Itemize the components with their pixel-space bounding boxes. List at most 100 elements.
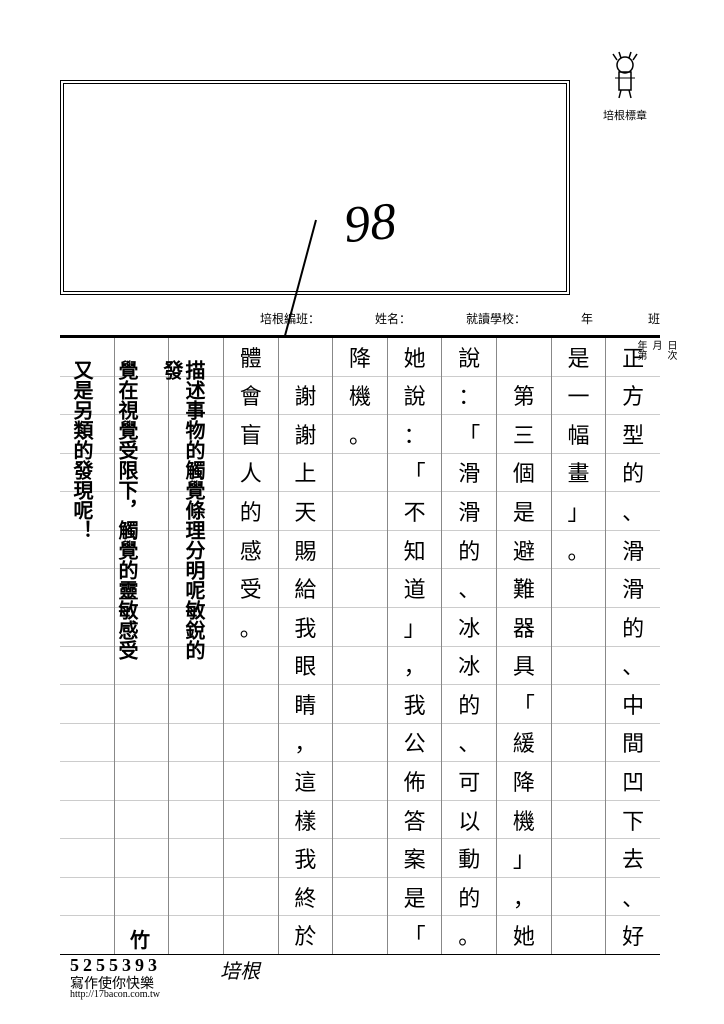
grid-cell xyxy=(224,839,278,878)
grid-cell xyxy=(552,724,606,763)
grid-cell: 一 xyxy=(552,377,606,416)
grid-cell: 公 xyxy=(388,724,442,763)
grid-cell xyxy=(333,454,387,493)
grid-cell: 是 xyxy=(497,492,551,531)
grid-cell: 。 xyxy=(224,608,278,647)
grid-cell xyxy=(224,724,278,763)
grid-cell: 盲 xyxy=(224,415,278,454)
grid-cell: 謝 xyxy=(279,377,333,416)
grid-cell: 人 xyxy=(224,454,278,493)
grade-suffix: 年 xyxy=(581,310,593,332)
teacher-mark: 竹 xyxy=(130,930,150,952)
grid-cell: 會 xyxy=(224,377,278,416)
grid-cell: 天 xyxy=(279,492,333,531)
grid-cell: 動 xyxy=(442,839,496,878)
footer-url: http://17bacon.com.tw xyxy=(70,989,160,1000)
grid-cell xyxy=(333,531,387,570)
grid-cell: 「 xyxy=(442,415,496,454)
grid-cell xyxy=(333,916,387,954)
grid-column: 是一幅畫」。 xyxy=(551,338,606,954)
grid-cell: 具 xyxy=(497,647,551,686)
grid-cell: 第 xyxy=(497,377,551,416)
grid-cell xyxy=(224,685,278,724)
score-box: 98 xyxy=(60,80,570,295)
side-month: 月 xyxy=(648,340,663,940)
teacher-comment-line-2: 覺在視覺受限下，觸覺的靈敏感受 xyxy=(115,360,137,940)
grid-cell: 、 xyxy=(442,724,496,763)
grid-cell: 。 xyxy=(442,916,496,954)
grid-cell: 感 xyxy=(224,531,278,570)
grid-cell: 不 xyxy=(388,492,442,531)
grid-cell: 我 xyxy=(279,839,333,878)
footer-brand: 培根 xyxy=(220,955,260,984)
side-date-labels: 日次 月 年第 xyxy=(633,340,678,940)
grid-cell: 我 xyxy=(279,608,333,647)
grid-cell xyxy=(333,839,387,878)
stamp-label: 培根標章 xyxy=(590,107,660,123)
grid-cell xyxy=(224,916,278,954)
grid-cell: 緩 xyxy=(497,724,551,763)
grid-cell: 的 xyxy=(442,531,496,570)
grid-cell: 眼 xyxy=(279,647,333,686)
grid-cell: 我 xyxy=(388,685,442,724)
grid-cell: 說 xyxy=(388,377,442,416)
grid-cell: 冰 xyxy=(442,608,496,647)
grid-cell: 「 xyxy=(497,685,551,724)
grid-cell: 。 xyxy=(552,531,606,570)
grid-cell xyxy=(552,839,606,878)
grid-cell: 體 xyxy=(224,338,278,377)
grid-cell xyxy=(169,685,223,724)
grid-cell xyxy=(552,647,606,686)
grid-cell: 她 xyxy=(497,916,551,954)
grid-cell: ： xyxy=(442,377,496,416)
grid-cell: 避 xyxy=(497,531,551,570)
grid-cell: 於 xyxy=(279,916,333,954)
grid-cell: 她 xyxy=(388,338,442,377)
grid-cell xyxy=(333,647,387,686)
grid-cell: 樣 xyxy=(279,801,333,840)
grid-cell: 以 xyxy=(442,801,496,840)
grid-cell: ， xyxy=(497,878,551,917)
grid-cell: 的 xyxy=(442,878,496,917)
grid-cell: 降 xyxy=(333,338,387,377)
class-suffix: 班 xyxy=(648,310,660,332)
grid-cell xyxy=(333,878,387,917)
grid-cell: 「 xyxy=(388,916,442,954)
grid-column: 她說：「不知道」，我公佈答案是「 xyxy=(387,338,442,954)
grid-cell: 謝 xyxy=(279,415,333,454)
grid-cell: 是 xyxy=(552,338,606,377)
score-value: 98 xyxy=(342,192,399,255)
grid-cell: 答 xyxy=(388,801,442,840)
grid-cell: 知 xyxy=(388,531,442,570)
grid-cell: 」 xyxy=(497,839,551,878)
grid-cell: 滑 xyxy=(442,454,496,493)
grid-cell: 幅 xyxy=(552,415,606,454)
grid-cell: 機 xyxy=(333,377,387,416)
grid-cell: 是 xyxy=(388,878,442,917)
manuscript-grid: 正方型的、滑滑的、中間凹下去、好是一幅畫」。 第三個是避難器具「緩降機」，她說：… xyxy=(60,335,660,955)
side-year-seq: 年第 xyxy=(633,340,648,940)
grid-cell: 」 xyxy=(388,608,442,647)
grid-cell: 佈 xyxy=(388,762,442,801)
worksheet-page: 培根標章 98 培根編班： 姓名： 就讀學校： 年 班 正方型的、滑滑的、中間凹… xyxy=(60,50,660,990)
grid-cell xyxy=(224,647,278,686)
grid-cell: 賜 xyxy=(279,531,333,570)
grid-cell: 、 xyxy=(442,569,496,608)
grid-cell: 的 xyxy=(442,685,496,724)
header-fields: 培根編班： 姓名： 就讀學校： 年 班 xyxy=(260,310,660,332)
grid-cell: 「 xyxy=(388,454,442,493)
grid-cell xyxy=(552,762,606,801)
grid-cell: 個 xyxy=(497,454,551,493)
footer: 5255393 寫作使你快樂 http://17bacon.com.tw 培根 xyxy=(60,955,660,990)
grid-cell: 」 xyxy=(552,492,606,531)
class-label: 培根編班： xyxy=(260,310,320,332)
grid-cell xyxy=(169,762,223,801)
grid-column: 降機。 xyxy=(332,338,387,954)
grid-cell: 睛 xyxy=(279,685,333,724)
grid-cell: 畫 xyxy=(552,454,606,493)
grid-cell: 的 xyxy=(224,492,278,531)
grid-cell: 。 xyxy=(333,415,387,454)
grid-cell: ： xyxy=(388,415,442,454)
grid-cell xyxy=(333,608,387,647)
grid-column: 體會盲人的感受。 xyxy=(223,338,278,954)
